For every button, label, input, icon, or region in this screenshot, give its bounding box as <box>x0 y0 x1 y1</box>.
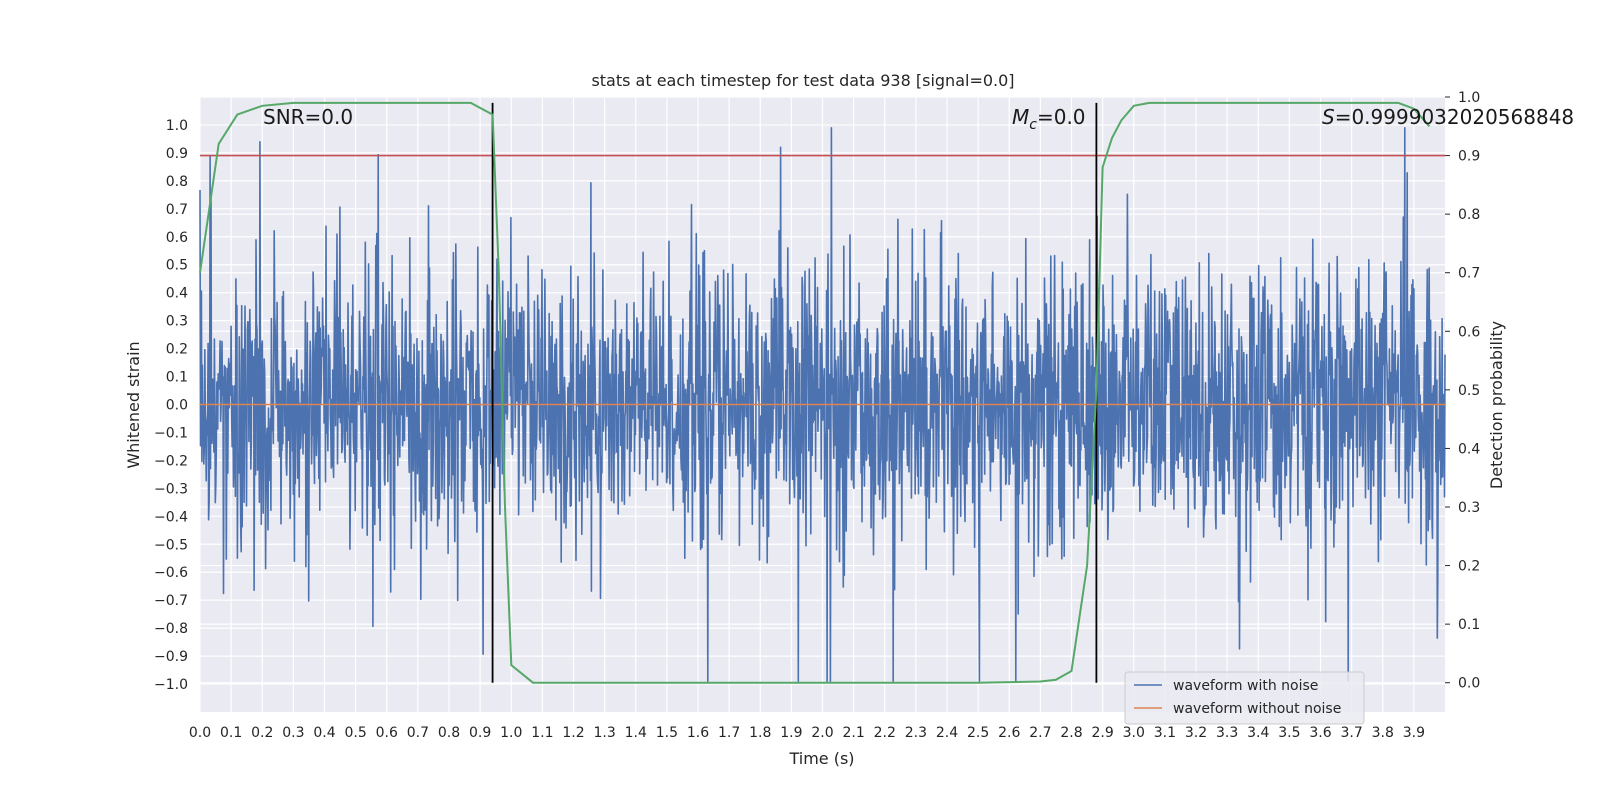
x-tick-label: 1.1 <box>531 725 553 741</box>
x-tick-label: 3.6 <box>1309 725 1331 741</box>
y-tick-label: 0.3 <box>166 314 188 330</box>
y-gridlines <box>200 124 1445 685</box>
y2-tick-label: 0.5 <box>1458 383 1480 399</box>
y-tick-label: 0.9 <box>166 146 188 162</box>
y-axis-label: Whitened strain <box>124 341 143 468</box>
x-tick-label: 0.4 <box>313 725 335 741</box>
x-tick-label: 0.5 <box>344 725 366 741</box>
y-tick-label: −0.2 <box>154 453 188 469</box>
y-tick-label: −1.0 <box>154 677 188 693</box>
x-tick-label: 2.3 <box>905 725 927 741</box>
y2-axis-label: Detection probability <box>1487 321 1506 489</box>
x-tick-label: 0.1 <box>220 725 242 741</box>
x-tick-label: 3.4 <box>1247 725 1269 741</box>
x-tick-label: 0.6 <box>376 725 398 741</box>
y2-tick-label: 1.0 <box>1458 90 1480 106</box>
y2-tick-label: 0.4 <box>1458 441 1480 457</box>
x-tick-label: 3.5 <box>1278 725 1300 741</box>
y2-tick-label: 0.8 <box>1458 207 1480 223</box>
x-tick-label: 2.5 <box>967 725 989 741</box>
y-tick-label: 0.2 <box>166 342 188 358</box>
legend: waveform with noise waveform without noi… <box>1124 671 1365 725</box>
x-tick-label: 1.8 <box>749 725 771 741</box>
y2-tick-labels: 1.0 0.9 0.8 0.7 0.6 0.5 0.4 0.3 0.2 0.1 0.0 <box>1445 90 1480 692</box>
y-tick-label: −0.7 <box>154 593 188 609</box>
x-tick-label: 1.9 <box>780 725 802 741</box>
y-tick-label: −0.1 <box>154 425 188 441</box>
y2-tick-label: 0.6 <box>1458 324 1480 340</box>
x-tick-label: 1.4 <box>625 725 647 741</box>
x-tick-label: 2.1 <box>842 725 864 741</box>
annotation-mc-sub: c <box>1029 117 1037 133</box>
annotation-chirp-mass: Mc=0.0 <box>1012 105 1086 133</box>
x-tick-labels: 0.0 0.1 0.2 0.3 0.4 0.5 0.6 0.7 0.8 0.9 1.0 1.1 1.2 1… <box>189 725 1425 741</box>
y-tick-label: −0.9 <box>154 649 188 665</box>
y2-tick-label: 0.3 <box>1458 500 1480 516</box>
y-tick-label: −0.6 <box>154 565 188 581</box>
annotation-snr: SNR=0.0 <box>263 105 353 129</box>
y-tick-label: 0.7 <box>166 202 188 218</box>
x-tick-label: 1.5 <box>656 725 678 741</box>
x-tick-label: 1.0 <box>500 725 522 741</box>
x-tick-label: 3.1 <box>1154 725 1176 741</box>
annotation-s-value: =0.9999032020568848 <box>1335 105 1574 129</box>
annotation-s-symbol: S <box>1322 105 1335 129</box>
x-tick-label: 3.8 <box>1372 725 1394 741</box>
y-tick-label: 0.6 <box>166 230 188 246</box>
annotation-mc-symbol: M <box>1012 105 1029 129</box>
x-tick-label: 3.2 <box>1185 725 1207 741</box>
x-tick-label: 2.8 <box>1060 725 1082 741</box>
x-tick-label: 2.6 <box>998 725 1020 741</box>
noise-waveform-line <box>199 127 1446 683</box>
x-tick-label: 2.4 <box>936 725 958 741</box>
x-tick-label: 0.0 <box>189 725 211 741</box>
legend-box <box>1124 671 1365 725</box>
y-tick-label: −0.4 <box>154 509 188 525</box>
x-tick-label: 2.9 <box>1091 725 1113 741</box>
x-tick-label: 0.8 <box>438 725 460 741</box>
x-tick-label: 1.6 <box>687 725 709 741</box>
x-tick-label: 3.7 <box>1340 725 1362 741</box>
y-tick-labels: 1.0 0.9 0.8 0.7 0.6 0.5 0.4 0.3 0.2 0.1 0.0 −0.1 −0.… <box>154 118 188 693</box>
x-tick-label: 3.3 <box>1216 725 1238 741</box>
x-tick-label: 2.7 <box>1029 725 1051 741</box>
x-tick-label: 2.0 <box>811 725 833 741</box>
y-tick-label: 0.5 <box>166 258 188 274</box>
detection-probability-line <box>199 101 1431 684</box>
legend-label-clean: waveform without noise <box>1173 701 1341 717</box>
x-tick-label: 0.9 <box>469 725 491 741</box>
x-tick-label: 1.7 <box>718 725 740 741</box>
x-tick-label: 0.3 <box>282 725 304 741</box>
y2-tick-label: 0.1 <box>1458 617 1480 633</box>
series-waveform-with-noise <box>199 127 1446 683</box>
y2-tick-label: 0.7 <box>1458 266 1480 282</box>
y-tick-label: 0.4 <box>166 286 188 302</box>
y-tick-label: −0.3 <box>154 481 188 497</box>
x-tick-label: 1.2 <box>562 725 584 741</box>
x-tick-label: 3.0 <box>1123 725 1145 741</box>
x-tick-label: 1.3 <box>593 725 615 741</box>
annotation-mc-value: =0.0 <box>1037 105 1086 129</box>
y-tick-label: 0.8 <box>166 174 188 190</box>
y-tick-label: 0.1 <box>166 370 188 386</box>
y-tick-label: −0.5 <box>154 537 188 553</box>
x-tick-label: 0.7 <box>407 725 429 741</box>
x-tick-label: 3.9 <box>1403 725 1425 741</box>
y-tick-label: 0.0 <box>166 398 188 414</box>
x-axis-label: Time (s) <box>788 749 854 768</box>
y2-tick-label: 0.2 <box>1458 559 1480 575</box>
legend-label-noise: waveform with noise <box>1173 678 1318 694</box>
series-detection-probability <box>199 101 1431 684</box>
annotation-score: S=0.9999032020568848 <box>1322 105 1574 129</box>
y2-tick-label: 0.9 <box>1458 149 1480 165</box>
y-tick-label: 1.0 <box>166 118 188 134</box>
chart-title: stats at each timestep for test data 938… <box>591 71 1014 90</box>
x-tick-label: 2.2 <box>874 725 896 741</box>
y2-tick-label: 0.0 <box>1458 676 1480 692</box>
x-tick-label: 0.2 <box>251 725 273 741</box>
y-tick-label: −0.8 <box>154 621 188 637</box>
